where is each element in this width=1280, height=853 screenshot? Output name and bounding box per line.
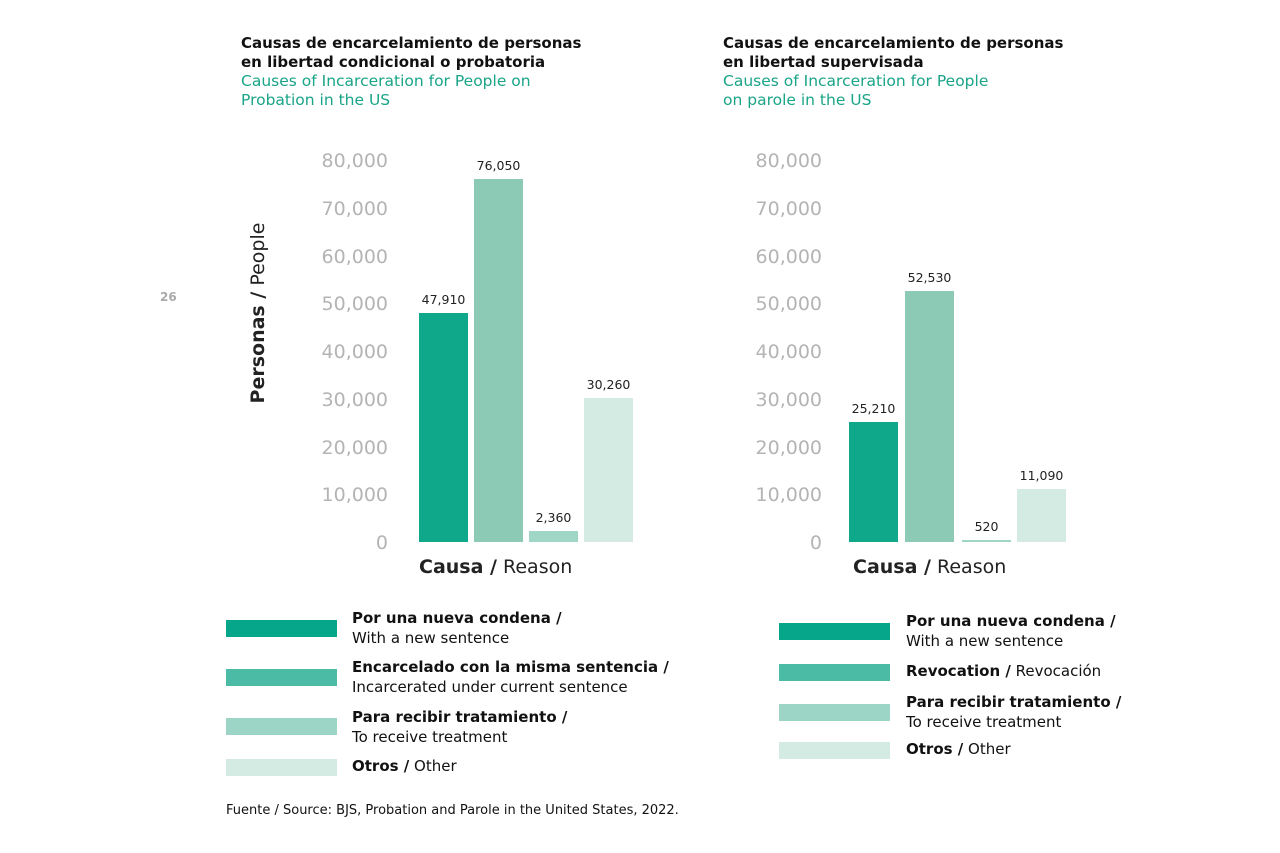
y-tick-label: 0	[375, 532, 388, 554]
y-tick-label: 80,000	[755, 150, 822, 172]
legend-label-bold: Otros /	[352, 757, 410, 775]
y-axis-label: Personas / People	[247, 223, 269, 404]
legend-swatch	[226, 759, 337, 776]
bar	[584, 397, 633, 542]
data-label: 76,050	[476, 157, 521, 173]
chart-title: Causas de encarcelamiento de personas	[241, 34, 582, 52]
legend-swatch	[779, 742, 890, 759]
legend-label-text: To receive treatment	[906, 713, 1062, 731]
legend-swatch	[779, 704, 890, 721]
y-axis-label-text: People	[247, 222, 269, 292]
x-axis-label: Causa / Reason	[853, 556, 1006, 578]
legend-entry: Para recibir tratamiento / To receive tre…	[352, 707, 567, 747]
y-axis-label-bold: Personas /	[247, 291, 269, 404]
y-tick-label: 60,000	[755, 245, 822, 268]
legend-label-bold: Para recibir tratamiento /	[352, 708, 568, 726]
bar	[529, 530, 578, 542]
legend-entry: Por una nueva condena / With a new senten…	[906, 611, 1116, 651]
y-tick-label: 40,000	[321, 341, 388, 363]
y-tick-label: 80,000	[321, 150, 388, 172]
y-tick-label: 30,000	[321, 388, 388, 411]
chart-subtitle: on parole in the US	[723, 91, 872, 109]
bar	[474, 178, 523, 542]
legend-label-text: With a new sentence	[906, 632, 1064, 650]
x-axis-label-bold: Causa /	[853, 556, 931, 578]
legend-label-text: Other	[409, 757, 457, 775]
legend-entry: Otros / Other	[906, 739, 1011, 759]
data-label: 11,090	[1019, 468, 1064, 484]
legend-entry: Revocation / Revocación	[906, 661, 1101, 681]
chart-title: en libertad supervisada	[723, 53, 924, 71]
legend-label-text: To receive treatment	[352, 728, 508, 746]
legend-entry: Encarcelado con la misma sentencia / Inca…	[352, 657, 669, 697]
y-tick-label: 0	[809, 532, 822, 554]
legend-entry: Otros / Other	[352, 756, 457, 776]
legend-label-bold: Encarcelado con la misma sentencia /	[352, 658, 669, 676]
y-tick-label: 10,000	[321, 484, 388, 507]
y-tick-label: 20,000	[755, 436, 822, 459]
legend-label-text: Incarcerated under current sentence	[352, 678, 628, 696]
legend-swatch	[226, 718, 337, 735]
y-tick-label: 30,000	[755, 388, 822, 411]
chart-subtitle: Probation in the US	[241, 91, 391, 109]
x-axis-label: Causa / Reason	[419, 556, 572, 578]
y-tick-label: 70,000	[321, 197, 388, 220]
y-tick-label: 20,000	[321, 436, 388, 459]
y-tick-label: 10,000	[755, 484, 822, 507]
legend-swatch	[226, 669, 337, 686]
legend-swatch	[779, 664, 890, 681]
legend-label-bold: Por una nueva condena /	[352, 609, 562, 627]
data-label: 2,360	[535, 509, 572, 525]
chart-subtitle: Causes of Incarceration for People on	[241, 72, 531, 90]
legend-label-bold: Revocation /	[906, 662, 1011, 680]
legend-swatch	[226, 620, 337, 637]
data-label: 25,210	[851, 400, 896, 416]
y-tick-label: 50,000	[755, 293, 822, 316]
data-label: 52,530	[907, 270, 952, 286]
legend-label-text: With a new sentence	[352, 629, 510, 647]
x-axis-label-text: Reason	[930, 556, 1007, 578]
bar	[849, 421, 898, 542]
y-tick-label: 50,000	[321, 293, 388, 316]
legend-label-bold: Otros /	[906, 740, 964, 758]
x-axis-label-text: Reason	[496, 556, 573, 578]
y-tick-label: 60,000	[321, 245, 388, 268]
chart-title: en libertad condicional o probatoria	[241, 53, 546, 71]
legend-label-bold: Por una nueva condena /	[906, 612, 1116, 630]
data-label: 520	[974, 518, 999, 534]
source-note: Fuente / Source: BJS, Probation and Paro…	[226, 803, 679, 818]
bar	[419, 313, 468, 542]
legend-swatch	[779, 623, 890, 640]
bar	[905, 291, 954, 542]
legend-label-text: Other	[963, 740, 1011, 758]
legend-label-text: Revocación	[1010, 662, 1102, 680]
y-tick-label: 70,000	[755, 197, 822, 220]
x-axis-label-bold: Causa /	[419, 556, 497, 578]
chart-title: Causas de encarcelamiento de personas	[723, 34, 1064, 52]
bar	[1017, 489, 1066, 542]
data-label: 30,260	[586, 376, 631, 392]
data-label: 47,910	[421, 292, 466, 308]
legend-label-bold: Para recibir tratamiento /	[906, 693, 1122, 711]
legend-entry: Por una nueva condena / With a new senten…	[352, 608, 562, 648]
chart-subtitle: Causes of Incarceration for People	[723, 72, 989, 90]
bar	[962, 539, 1011, 542]
y-tick-label: 40,000	[755, 341, 822, 363]
page-number: 26	[160, 290, 177, 304]
legend-entry: Para recibir tratamiento / To receive tre…	[906, 692, 1121, 732]
